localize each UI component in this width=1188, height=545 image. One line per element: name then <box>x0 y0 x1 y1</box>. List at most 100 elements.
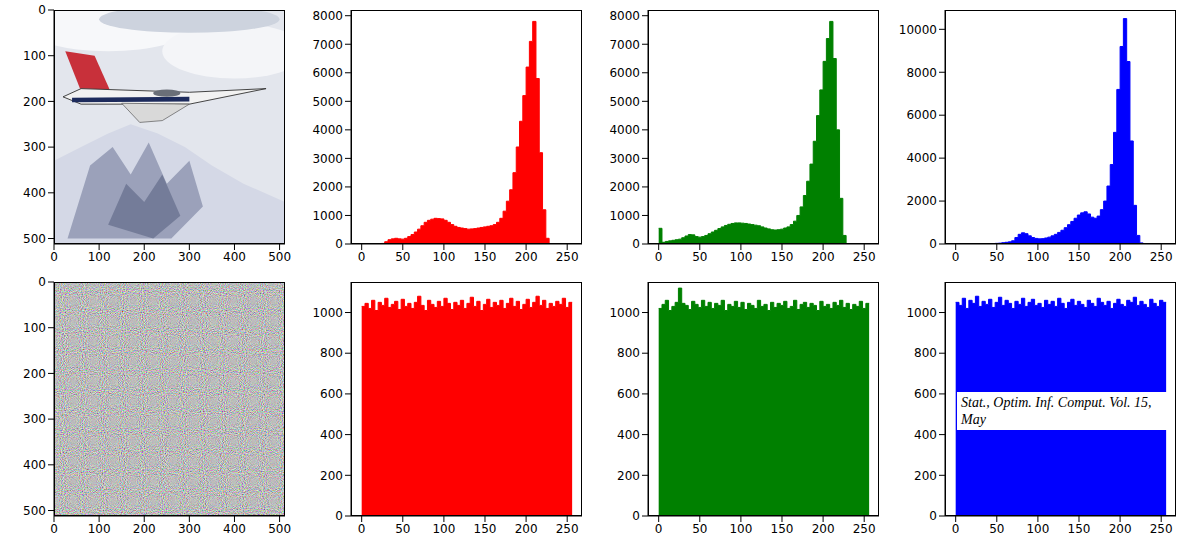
svg-text:300: 300 <box>178 250 201 264</box>
svg-text:50: 50 <box>989 522 1004 536</box>
svg-text:50: 50 <box>395 250 410 264</box>
svg-text:2000: 2000 <box>312 180 343 194</box>
svg-text:0: 0 <box>929 237 937 251</box>
svg-text:0: 0 <box>335 509 343 523</box>
svg-text:100: 100 <box>88 522 111 536</box>
svg-text:8000: 8000 <box>609 9 640 23</box>
svg-text:400: 400 <box>223 250 246 264</box>
svg-text:200: 200 <box>23 367 46 381</box>
svg-text:300: 300 <box>23 140 46 154</box>
svg-text:0: 0 <box>952 522 960 536</box>
svg-text:100: 100 <box>729 522 752 536</box>
svg-text:0: 0 <box>952 250 960 264</box>
svg-text:600: 600 <box>617 387 640 401</box>
svg-text:150: 150 <box>771 250 794 264</box>
svg-text:100: 100 <box>432 522 455 536</box>
svg-text:200: 200 <box>320 469 343 483</box>
svg-text:0: 0 <box>38 3 46 17</box>
svg-text:0: 0 <box>335 237 343 251</box>
svg-text:0: 0 <box>632 509 640 523</box>
svg-text:4000: 4000 <box>312 123 343 137</box>
svg-text:50: 50 <box>692 522 707 536</box>
svg-text:10000: 10000 <box>899 23 937 37</box>
svg-text:400: 400 <box>617 428 640 442</box>
svg-text:100: 100 <box>432 250 455 264</box>
svg-text:50: 50 <box>989 250 1004 264</box>
svg-text:250: 250 <box>853 522 876 536</box>
svg-text:0: 0 <box>655 522 663 536</box>
svg-text:150: 150 <box>1068 522 1091 536</box>
svg-text:200: 200 <box>23 95 46 109</box>
svg-text:200: 200 <box>1109 522 1132 536</box>
svg-text:0: 0 <box>50 250 58 264</box>
svg-text:50: 50 <box>692 250 707 264</box>
svg-text:2000: 2000 <box>906 194 937 208</box>
svg-text:200: 200 <box>1109 250 1132 264</box>
svg-text:250: 250 <box>556 522 579 536</box>
svg-text:400: 400 <box>914 428 937 442</box>
svg-text:6000: 6000 <box>312 66 343 80</box>
svg-text:0: 0 <box>929 509 937 523</box>
svg-text:1000: 1000 <box>609 306 640 320</box>
svg-text:3000: 3000 <box>609 152 640 166</box>
svg-text:200: 200 <box>617 469 640 483</box>
svg-text:400: 400 <box>23 186 46 200</box>
svg-text:8000: 8000 <box>906 66 937 80</box>
svg-text:250: 250 <box>1150 250 1173 264</box>
svg-text:300: 300 <box>178 522 201 536</box>
svg-text:400: 400 <box>223 522 246 536</box>
svg-text:100: 100 <box>23 49 46 63</box>
svg-text:500: 500 <box>268 250 291 264</box>
svg-text:1000: 1000 <box>609 209 640 223</box>
svg-text:500: 500 <box>23 504 46 518</box>
svg-text:200: 200 <box>133 522 156 536</box>
svg-text:200: 200 <box>812 250 835 264</box>
svg-text:0: 0 <box>632 237 640 251</box>
svg-text:200: 200 <box>812 522 835 536</box>
svg-text:5000: 5000 <box>609 95 640 109</box>
svg-text:6000: 6000 <box>906 108 937 122</box>
svg-text:200: 200 <box>515 522 538 536</box>
svg-text:0: 0 <box>358 250 366 264</box>
svg-text:0: 0 <box>358 522 366 536</box>
svg-text:150: 150 <box>474 250 497 264</box>
svg-text:4000: 4000 <box>906 151 937 165</box>
svg-text:100: 100 <box>23 321 46 335</box>
svg-text:300: 300 <box>23 412 46 426</box>
svg-text:1000: 1000 <box>312 306 343 320</box>
svg-text:500: 500 <box>23 232 46 246</box>
svg-text:6000: 6000 <box>609 66 640 80</box>
svg-text:400: 400 <box>23 458 46 472</box>
svg-text:200: 200 <box>914 469 937 483</box>
svg-text:1000: 1000 <box>312 209 343 223</box>
svg-text:800: 800 <box>617 346 640 360</box>
svg-text:1000: 1000 <box>906 306 937 320</box>
svg-text:7000: 7000 <box>312 38 343 52</box>
svg-text:100: 100 <box>1026 522 1049 536</box>
svg-text:0: 0 <box>655 250 663 264</box>
svg-text:400: 400 <box>320 428 343 442</box>
svg-text:3000: 3000 <box>312 152 343 166</box>
svg-text:2000: 2000 <box>609 180 640 194</box>
svg-text:600: 600 <box>914 387 937 401</box>
svg-text:250: 250 <box>1150 522 1173 536</box>
svg-text:150: 150 <box>771 522 794 536</box>
svg-text:150: 150 <box>474 522 497 536</box>
svg-text:800: 800 <box>914 346 937 360</box>
svg-text:800: 800 <box>320 346 343 360</box>
svg-text:4000: 4000 <box>609 123 640 137</box>
svg-text:50: 50 <box>395 522 410 536</box>
svg-text:100: 100 <box>1026 250 1049 264</box>
svg-text:5000: 5000 <box>312 95 343 109</box>
svg-text:600: 600 <box>320 387 343 401</box>
svg-text:250: 250 <box>556 250 579 264</box>
svg-text:7000: 7000 <box>609 38 640 52</box>
svg-text:500: 500 <box>268 522 291 536</box>
svg-text:0: 0 <box>50 522 58 536</box>
svg-text:8000: 8000 <box>312 9 343 23</box>
svg-text:0: 0 <box>38 275 46 289</box>
svg-text:100: 100 <box>88 250 111 264</box>
svg-text:150: 150 <box>1068 250 1091 264</box>
svg-text:100: 100 <box>729 250 752 264</box>
svg-text:200: 200 <box>515 250 538 264</box>
